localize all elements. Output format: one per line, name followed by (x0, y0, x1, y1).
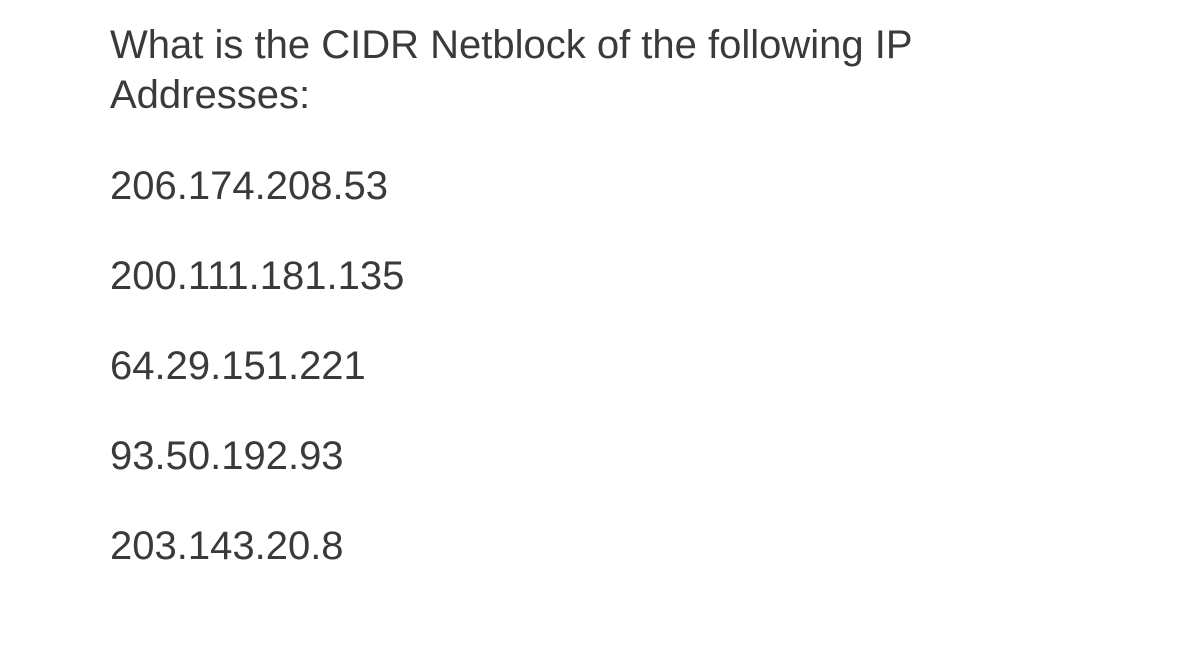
ip-address-item: 203.143.20.8 (110, 522, 1090, 570)
question-text: What is the CIDR Netblock of the followi… (110, 20, 1090, 120)
ip-address-item: 93.50.192.93 (110, 432, 1090, 480)
ip-address-item: 64.29.151.221 (110, 342, 1090, 390)
ip-address-item: 200.111.181.135 (110, 252, 1090, 300)
ip-address-item: 206.174.208.53 (110, 162, 1090, 210)
